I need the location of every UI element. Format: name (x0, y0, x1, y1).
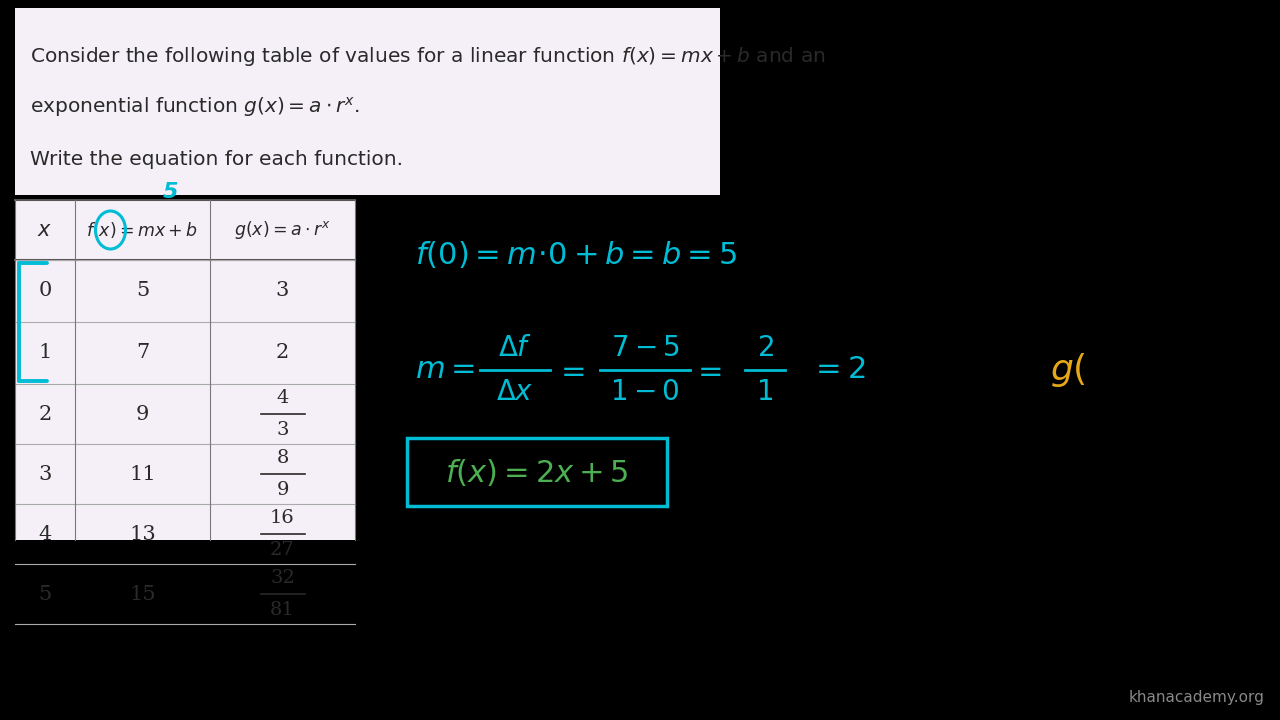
Text: 16: 16 (270, 509, 294, 527)
Text: 27: 27 (270, 541, 294, 559)
Text: 3: 3 (275, 282, 289, 300)
Text: $f(x) = 2x + 5$: $f(x) = 2x + 5$ (445, 456, 628, 487)
Text: 32: 32 (270, 569, 294, 587)
Text: $1 - 0$: $1 - 0$ (611, 378, 680, 406)
Text: 4: 4 (38, 524, 51, 544)
Text: 9: 9 (136, 405, 150, 423)
Text: exponential function $g(x) = a \cdot r^x$.: exponential function $g(x) = a \cdot r^x… (29, 95, 360, 119)
Text: Consider the following table of values for a linear function $f(x) = mx + b$ and: Consider the following table of values f… (29, 45, 826, 68)
Bar (15, 200, 355, 540)
Text: $=$: $=$ (554, 356, 585, 384)
Text: $f(0) = m\!\cdot\!0 + b = b = 5$: $f(0) = m\!\cdot\!0 + b = b = 5$ (415, 240, 737, 271)
Text: 2: 2 (276, 343, 289, 362)
Text: 11: 11 (129, 464, 156, 484)
Text: $=$: $=$ (692, 356, 722, 384)
Text: $1$: $1$ (756, 378, 773, 406)
Text: $\Delta f$: $\Delta f$ (498, 334, 532, 362)
Text: 4: 4 (276, 389, 289, 407)
Text: khanacademy.org: khanacademy.org (1129, 690, 1265, 705)
Text: Write the equation for each function.: Write the equation for each function. (29, 150, 403, 169)
Bar (407, 438, 667, 506)
Text: $= 2$: $= 2$ (810, 356, 865, 384)
Text: 3: 3 (276, 421, 289, 439)
Bar (15, 8, 719, 195)
Text: 2: 2 (38, 405, 51, 423)
Text: 1: 1 (38, 343, 51, 362)
Text: 9: 9 (276, 481, 289, 499)
Text: 5: 5 (136, 282, 150, 300)
Text: 5: 5 (38, 585, 51, 603)
Text: $m =$: $m =$ (415, 356, 475, 384)
Text: $g(x) = a \cdot r^x$: $g(x) = a \cdot r^x$ (234, 219, 330, 241)
Text: 13: 13 (129, 524, 156, 544)
Text: 7: 7 (136, 343, 150, 362)
Text: $2$: $2$ (756, 334, 773, 362)
Text: 3: 3 (38, 464, 51, 484)
Text: $7 - 5$: $7 - 5$ (611, 334, 680, 362)
Text: $\Delta x$: $\Delta x$ (497, 378, 534, 406)
Text: 15: 15 (129, 585, 156, 603)
Text: 0: 0 (38, 282, 51, 300)
Text: 81: 81 (270, 601, 294, 619)
Text: 5: 5 (163, 182, 178, 202)
Text: $f(x) = mx + b$: $f(x) = mx + b$ (87, 220, 198, 240)
Text: 8: 8 (276, 449, 289, 467)
Text: $x$: $x$ (37, 220, 52, 240)
Text: $g($: $g($ (1050, 351, 1087, 389)
